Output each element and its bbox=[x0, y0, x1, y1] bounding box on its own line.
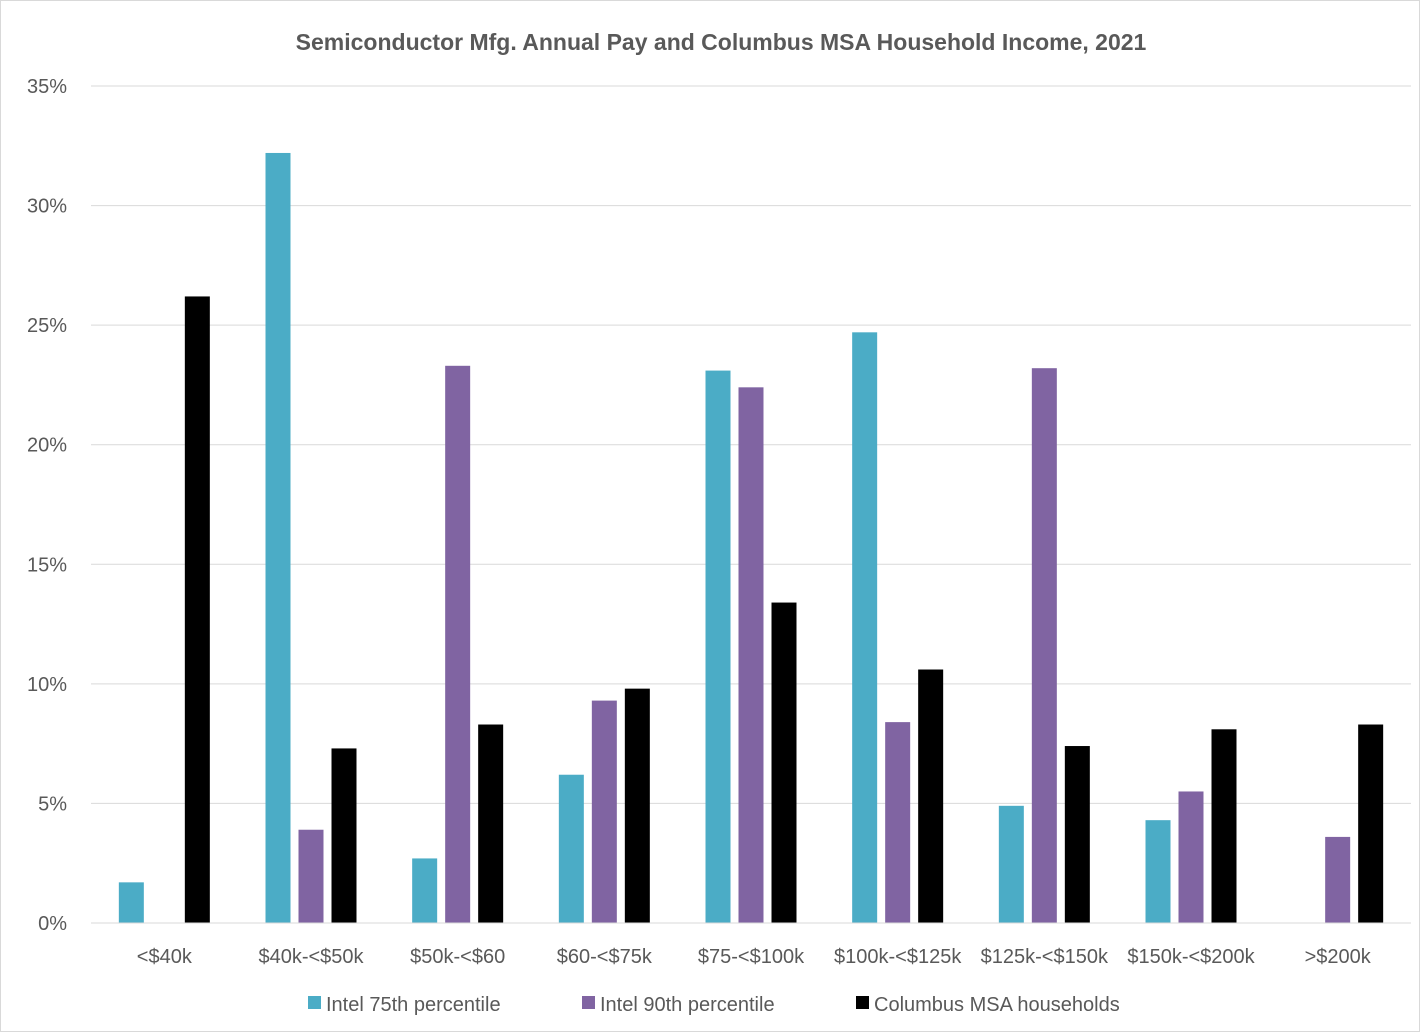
bar bbox=[298, 829, 324, 923]
x-tick-label: $150k-<$200k bbox=[1127, 946, 1255, 968]
x-tick-label: $50k-<$60 bbox=[410, 946, 505, 968]
legend-label: Columbus MSA households bbox=[874, 994, 1120, 1016]
bar bbox=[998, 805, 1024, 923]
y-tick-label: 30% bbox=[27, 196, 67, 218]
legend-swatch bbox=[308, 996, 321, 1009]
x-tick-label: $40k-<$50k bbox=[258, 946, 364, 968]
bar bbox=[1178, 791, 1204, 923]
bar bbox=[852, 332, 878, 923]
y-axis-ticks: 0% 5% 10% 15% 20% 25% 30% 35% bbox=[27, 76, 67, 935]
bar bbox=[445, 365, 471, 924]
legend-label: Intel 90th percentile bbox=[600, 994, 775, 1016]
legend-label: Intel 75th percentile bbox=[326, 994, 501, 1016]
bar bbox=[1358, 724, 1384, 923]
y-tick-label: 25% bbox=[27, 315, 67, 337]
y-tick-label: 20% bbox=[27, 435, 67, 457]
x-tick-label: <$40k bbox=[137, 946, 193, 968]
bar bbox=[118, 882, 144, 923]
bar bbox=[705, 370, 731, 924]
y-tick-label: 5% bbox=[38, 793, 67, 815]
bar bbox=[624, 688, 650, 923]
x-axis: <$40k $40k-<$50k $50k-<$60 $60-<$75k $75-<$1… bbox=[91, 922, 1411, 968]
bar bbox=[412, 858, 438, 923]
bar bbox=[738, 387, 764, 923]
x-tick-label: >$200k bbox=[1305, 946, 1372, 968]
bar bbox=[478, 724, 504, 923]
bar bbox=[184, 296, 210, 924]
bar bbox=[1031, 368, 1057, 923]
chart-title: Semiconductor Mfg. Annual Pay and Columb… bbox=[296, 29, 1147, 55]
y-tick-label: 35% bbox=[27, 76, 67, 98]
bar bbox=[1145, 820, 1171, 923]
legend: Intel 75th percentile Intel 90th percenti… bbox=[308, 994, 1120, 1016]
y-tick-label: 15% bbox=[27, 554, 67, 576]
x-tick-label: $125k-<$150k bbox=[981, 946, 1109, 968]
bar bbox=[331, 748, 357, 923]
bar bbox=[918, 669, 944, 923]
bar bbox=[771, 602, 797, 923]
bar bbox=[558, 774, 584, 923]
y-tick-label: 0% bbox=[38, 913, 67, 935]
bar bbox=[265, 152, 291, 923]
y-tick-label: 10% bbox=[27, 674, 67, 696]
x-tick-label: $75-<$100k bbox=[698, 946, 805, 968]
bar bbox=[1064, 746, 1090, 923]
x-tick-label: $100k-<$125k bbox=[834, 946, 962, 968]
legend-swatch bbox=[582, 996, 595, 1009]
x-tick-label: $60-<$75k bbox=[557, 946, 653, 968]
bar bbox=[1211, 729, 1237, 923]
bar bbox=[885, 722, 911, 923]
bar bbox=[1325, 836, 1351, 923]
bars bbox=[118, 152, 1384, 924]
legend-swatch bbox=[856, 996, 869, 1009]
bar bbox=[591, 700, 617, 923]
